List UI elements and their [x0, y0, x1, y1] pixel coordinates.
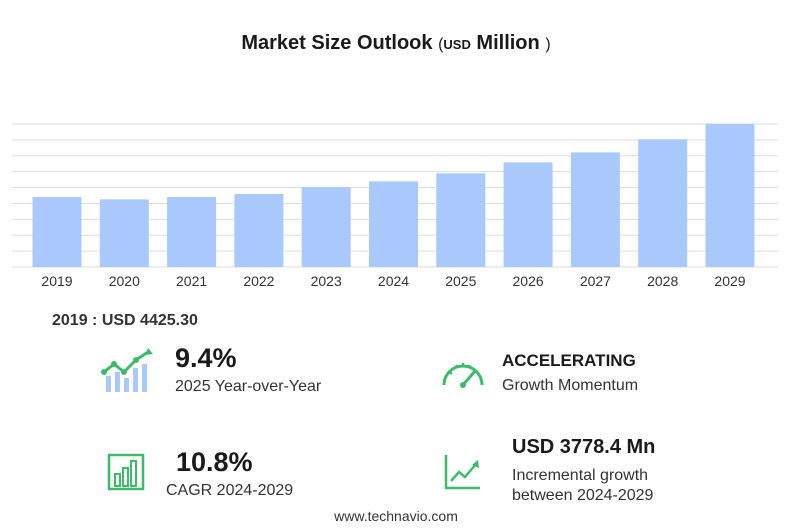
- x-tick-label: 2022: [243, 273, 274, 289]
- cagr-label: CAGR 2024-2029: [166, 482, 294, 499]
- title-main: Market Size Outlook: [241, 32, 433, 54]
- yoy-label: 2025 Year-over-Year: [175, 378, 322, 395]
- incremental-value: USD 3778.4 Mn: [512, 436, 656, 458]
- baseline-value: 2019 : USD 4425.30: [52, 312, 198, 329]
- x-tick-label: 2026: [513, 273, 544, 289]
- x-tick-label: 2029: [714, 273, 745, 289]
- x-tick-label: 2019: [41, 273, 72, 289]
- chart-title: Market Size Outlook (USD Million ): [0, 32, 792, 55]
- x-tick-label: 2020: [109, 273, 140, 289]
- bar-2021: [167, 197, 217, 267]
- incremental-stat: USD 3778.4 Mn Incremental growth between…: [512, 436, 655, 505]
- cagr-value: 10.8%: [176, 447, 253, 477]
- yoy-value: 9.4%: [175, 343, 237, 373]
- bar-chart-icon: [107, 453, 145, 491]
- x-tick-label: 2027: [580, 273, 611, 289]
- x-tick-label: 2021: [176, 273, 207, 289]
- line-growth-icon: [444, 455, 480, 490]
- bar-2026: [503, 162, 553, 267]
- momentum-stat: ACCELERATING Growth Momentum: [502, 351, 638, 395]
- x-tick-label: 2028: [647, 273, 678, 289]
- bar-2029: [705, 124, 755, 267]
- source-footer: www.technavio.com: [334, 508, 458, 524]
- yoy-stat: 9.4% 2025 Year-over-Year: [175, 343, 321, 396]
- bar-trend-icon: [101, 348, 153, 392]
- title-scale: Million: [476, 32, 540, 54]
- title-close-paren: ): [545, 36, 551, 53]
- title-open-paren: (: [438, 36, 444, 53]
- title-unit: USD: [443, 37, 471, 52]
- momentum-value: ACCELERATING: [502, 351, 636, 370]
- bar-2019: [32, 197, 82, 267]
- bar-2020: [99, 199, 149, 267]
- x-tick-label: 2024: [378, 273, 409, 289]
- cagr-stat: 10.8% CAGR 2024-2029: [166, 447, 293, 500]
- x-tick-label: 2023: [311, 273, 342, 289]
- momentum-label: Growth Momentum: [502, 377, 639, 394]
- incremental-label-1: Incremental growth: [512, 467, 649, 484]
- incremental-label-2: between 2024-2029: [512, 487, 654, 504]
- bar-2023: [301, 187, 351, 267]
- bar-2024: [369, 181, 418, 267]
- bar-2028: [638, 139, 688, 267]
- bar-2027: [570, 152, 620, 267]
- bar-chart: 2019 2020 2021 2022 2023 2024 2025 2026 2027 2028…: [12, 123, 778, 289]
- bar-2025: [436, 173, 486, 267]
- speedometer-icon: [442, 363, 484, 388]
- bar-2022: [234, 193, 284, 267]
- x-tick-label: 2025: [445, 273, 476, 289]
